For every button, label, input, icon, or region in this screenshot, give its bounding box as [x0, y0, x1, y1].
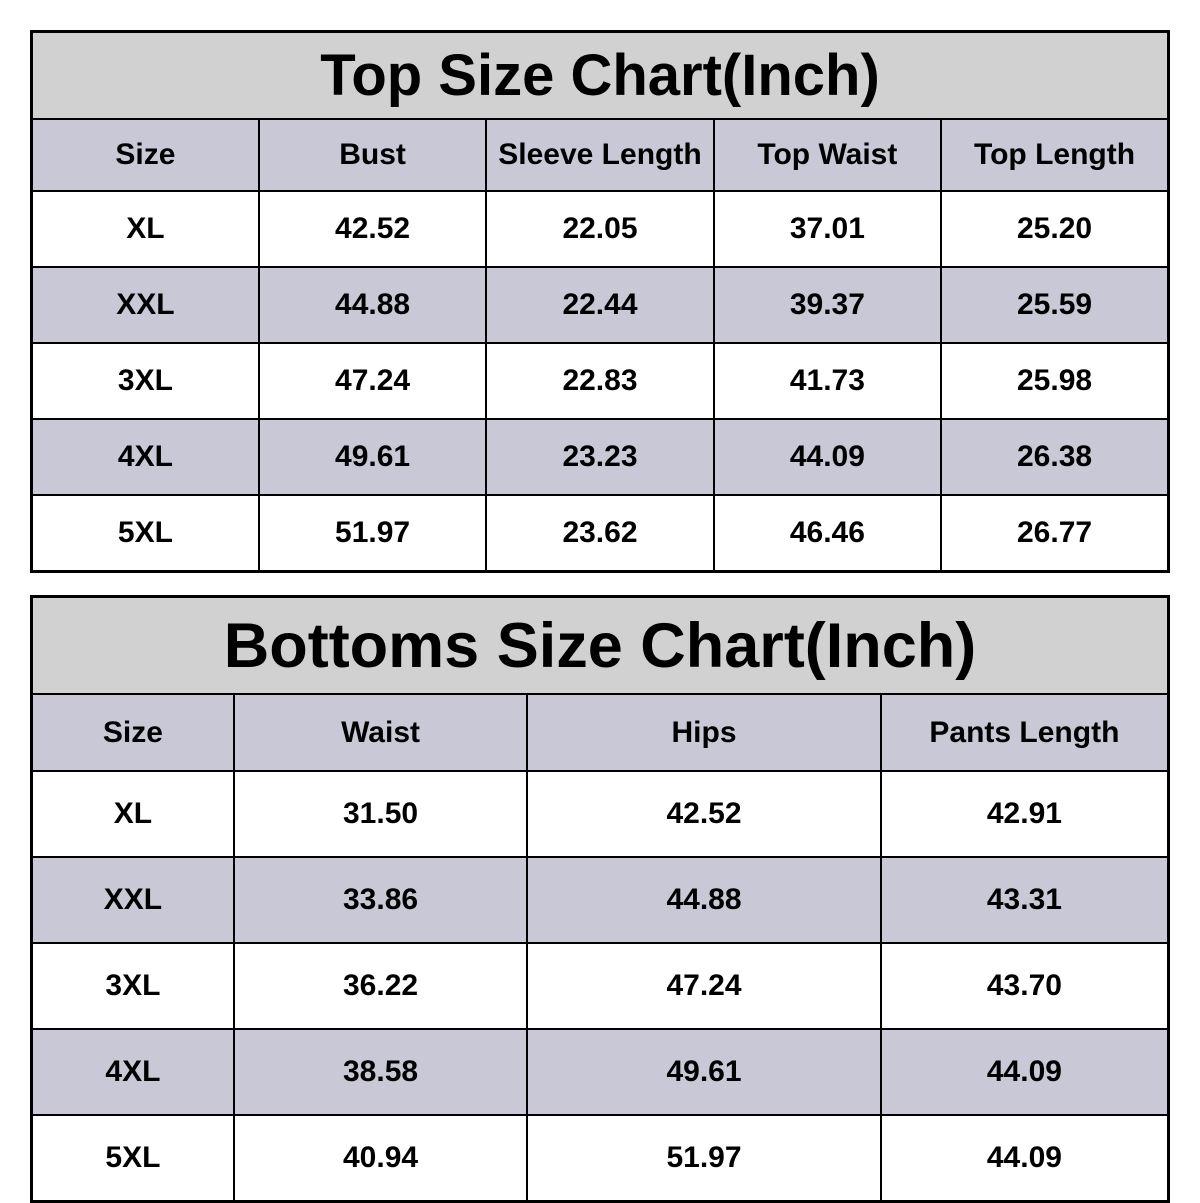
value-cell: 42.91 — [879, 770, 1170, 858]
column-header-waist: Waist — [232, 693, 529, 772]
table-row: XL 31.50 42.52 42.91 — [30, 770, 1170, 858]
size-cell: 4XL — [30, 1028, 235, 1116]
value-cell: 44.09 — [879, 1114, 1170, 1203]
column-header-top-length: Top Length — [940, 118, 1170, 192]
column-header-pants-length: Pants Length — [879, 693, 1170, 772]
value-cell: 43.31 — [879, 856, 1170, 944]
value-cell: 31.50 — [232, 770, 529, 858]
bottoms-chart-title-row: Bottoms Size Chart(Inch) — [30, 595, 1170, 695]
size-cell: XXL — [30, 266, 260, 344]
table-row: 5XL 40.94 51.97 44.09 — [30, 1114, 1170, 1203]
size-cell: 4XL — [30, 418, 260, 496]
value-cell: 22.05 — [485, 190, 715, 268]
size-cell: XL — [30, 770, 235, 858]
value-cell: 33.86 — [232, 856, 529, 944]
table-row: 4XL 38.58 49.61 44.09 — [30, 1028, 1170, 1116]
value-cell: 23.62 — [485, 494, 715, 573]
value-cell: 49.61 — [526, 1028, 882, 1116]
value-cell: 40.94 — [232, 1114, 529, 1203]
top-chart-title-row: Top Size Chart(Inch) — [30, 30, 1170, 120]
column-header-hips: Hips — [526, 693, 882, 772]
value-cell: 25.20 — [940, 190, 1170, 268]
value-cell: 44.88 — [526, 856, 882, 944]
size-cell: 3XL — [30, 942, 235, 1030]
column-header-top-waist: Top Waist — [712, 118, 943, 192]
size-cell: 5XL — [30, 494, 260, 573]
table-row: XXL 44.88 22.44 39.37 25.59 — [30, 266, 1170, 344]
top-size-chart-table: Top Size Chart(Inch) Size Bust Sleeve Le… — [30, 30, 1170, 573]
value-cell: 36.22 — [232, 942, 529, 1030]
bottoms-chart-header-row: Size Waist Hips Pants Length — [30, 693, 1170, 772]
column-header-sleeve-length: Sleeve Length — [485, 118, 715, 192]
value-cell: 51.97 — [526, 1114, 882, 1203]
value-cell: 22.44 — [485, 266, 715, 344]
value-cell: 42.52 — [526, 770, 882, 858]
value-cell: 25.59 — [940, 266, 1170, 344]
value-cell: 44.88 — [257, 266, 488, 344]
value-cell: 44.09 — [879, 1028, 1170, 1116]
value-cell: 26.38 — [940, 418, 1170, 496]
table-row: 3XL 47.24 22.83 41.73 25.98 — [30, 342, 1170, 420]
table-row: 5XL 51.97 23.62 46.46 26.77 — [30, 494, 1170, 573]
value-cell: 43.70 — [879, 942, 1170, 1030]
table-row: 4XL 49.61 23.23 44.09 26.38 — [30, 418, 1170, 496]
bottoms-chart-title: Bottoms Size Chart(Inch) — [30, 595, 1170, 695]
value-cell: 39.37 — [712, 266, 943, 344]
value-cell: 42.52 — [257, 190, 488, 268]
value-cell: 41.73 — [712, 342, 943, 420]
bottoms-size-chart-table: Bottoms Size Chart(Inch) Size Waist Hips… — [30, 595, 1170, 1203]
size-cell: XL — [30, 190, 260, 268]
value-cell: 38.58 — [232, 1028, 529, 1116]
size-cell: 5XL — [30, 1114, 235, 1203]
top-chart-header-row: Size Bust Sleeve Length Top Waist Top Le… — [30, 118, 1170, 192]
top-chart-title: Top Size Chart(Inch) — [30, 30, 1170, 120]
table-row: XXL 33.86 44.88 43.31 — [30, 856, 1170, 944]
value-cell: 49.61 — [257, 418, 488, 496]
table-row: 3XL 36.22 47.24 43.70 — [30, 942, 1170, 1030]
value-cell: 22.83 — [485, 342, 715, 420]
size-cell: 3XL — [30, 342, 260, 420]
column-header-size: Size — [30, 118, 260, 192]
value-cell: 47.24 — [257, 342, 488, 420]
column-header-bust: Bust — [257, 118, 488, 192]
value-cell: 25.98 — [940, 342, 1170, 420]
size-cell: XXL — [30, 856, 235, 944]
value-cell: 51.97 — [257, 494, 488, 573]
value-cell: 47.24 — [526, 942, 882, 1030]
value-cell: 23.23 — [485, 418, 715, 496]
value-cell: 46.46 — [712, 494, 943, 573]
table-row: XL 42.52 22.05 37.01 25.20 — [30, 190, 1170, 268]
value-cell: 37.01 — [712, 190, 943, 268]
value-cell: 26.77 — [940, 494, 1170, 573]
value-cell: 44.09 — [712, 418, 943, 496]
column-header-size: Size — [30, 693, 235, 772]
